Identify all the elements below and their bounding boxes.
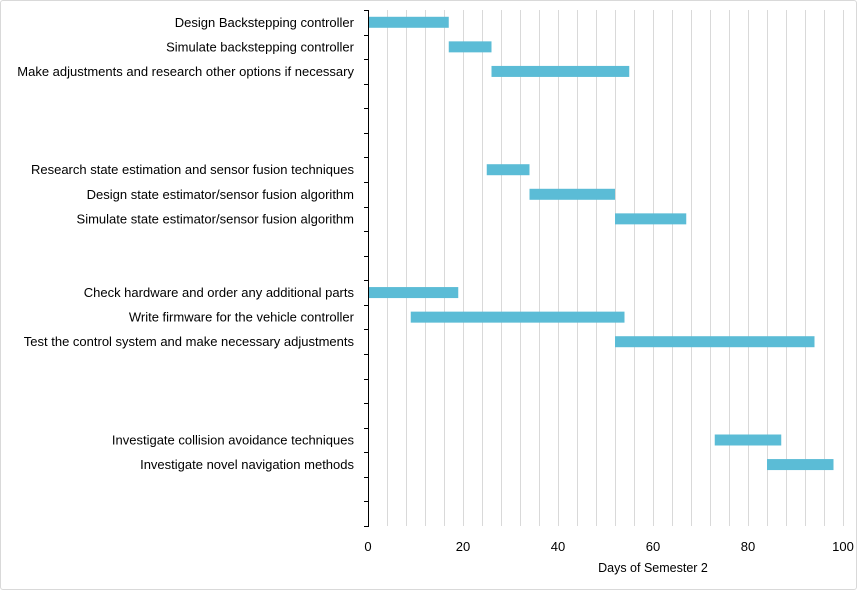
bars xyxy=(368,16,834,471)
bar-task-9 xyxy=(615,336,815,348)
task-label: Research state estimation and sensor fus… xyxy=(31,162,355,177)
x-tick-label: 20 xyxy=(456,539,470,554)
x-tick-label: 60 xyxy=(646,539,660,554)
task-label: Simulate backstepping controller xyxy=(166,39,355,54)
task-labels: Design Backstepping controller Simulate b… xyxy=(17,15,354,472)
x-tick-label: 80 xyxy=(741,539,755,554)
bar-task-8 xyxy=(410,311,625,323)
bar-task-7 xyxy=(368,287,459,299)
task-label: Investigate novel navigation methods xyxy=(140,457,354,472)
task-label: Test the control system and make necessa… xyxy=(24,334,355,349)
bar-task-1 xyxy=(368,16,449,28)
task-label: Check hardware and order any additional … xyxy=(84,285,355,300)
x-tick-label: 100 xyxy=(832,539,854,554)
bar-task-4 xyxy=(486,164,530,176)
task-label: Simulate state estimator/sensor fusion a… xyxy=(77,211,354,226)
bar-task-11 xyxy=(767,459,834,471)
bar-task-2 xyxy=(448,41,492,53)
bar-task-10 xyxy=(714,434,782,446)
task-label: Design Backstepping controller xyxy=(175,15,355,30)
task-label: Make adjustments and research other opti… xyxy=(17,64,354,79)
x-tick-label: 0 xyxy=(364,539,371,554)
x-tick-label: 40 xyxy=(551,539,565,554)
bar-task-6 xyxy=(615,213,687,225)
bar-task-5 xyxy=(529,188,615,200)
bar-task-3 xyxy=(491,65,630,77)
task-label: Write firmware for the vehicle controlle… xyxy=(129,310,355,325)
task-label: Design state estimator/sensor fusion alg… xyxy=(87,187,354,202)
grid-lines xyxy=(387,10,844,526)
task-label: Investigate collision avoidance techniqu… xyxy=(112,433,355,448)
x-axis-title: Days of Semester 2 xyxy=(598,561,708,575)
axes: 0 20 40 60 80 100 xyxy=(364,10,854,554)
